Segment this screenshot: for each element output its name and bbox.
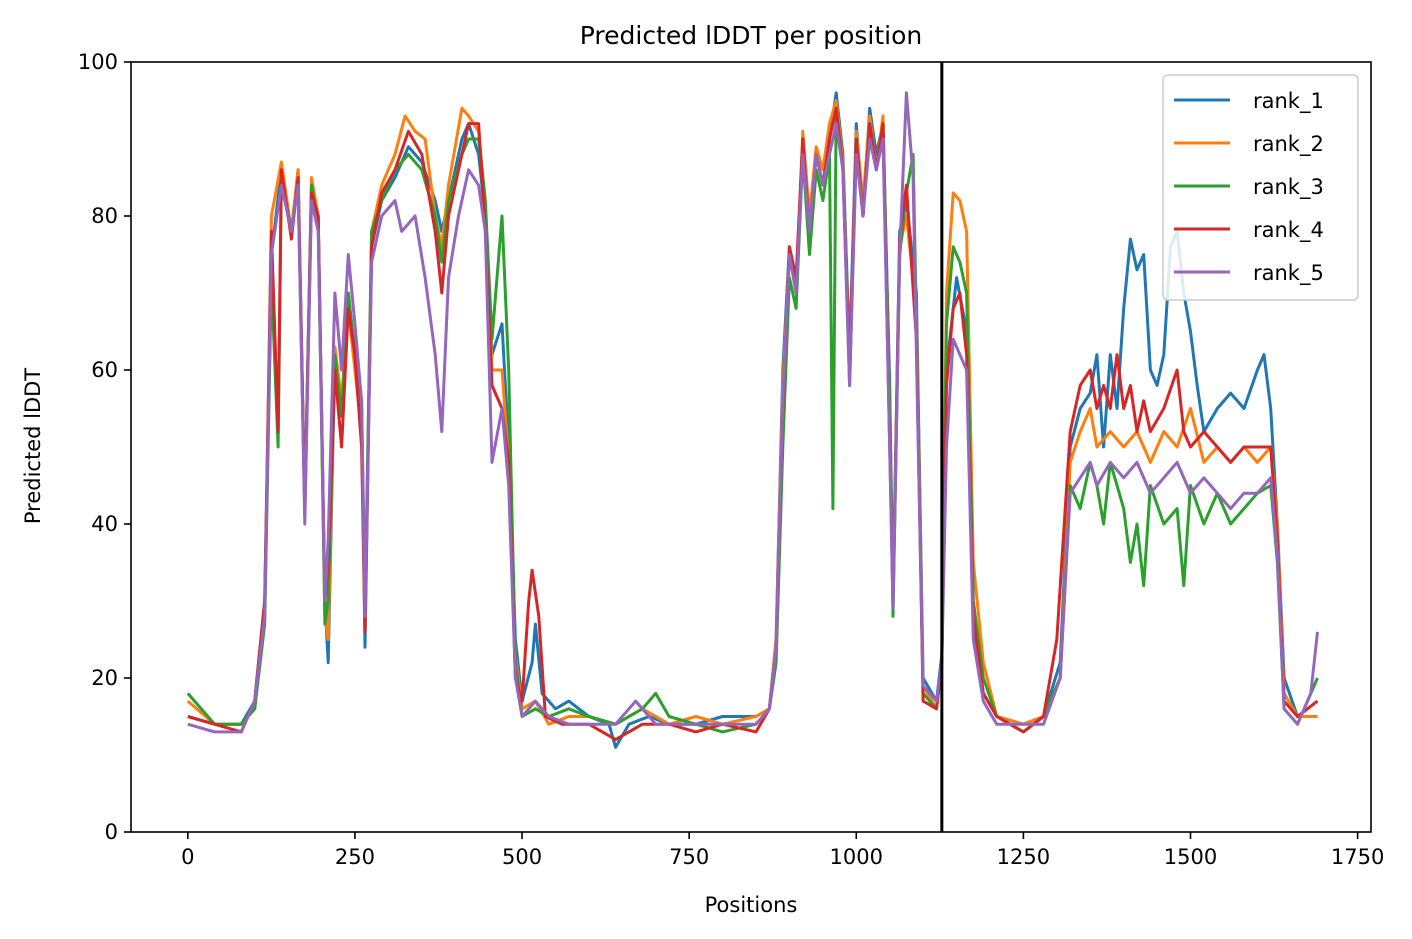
legend-label-rank-2: rank_2 xyxy=(1253,132,1324,157)
x-tick-label: 0 xyxy=(181,845,194,869)
series-line-rank-4 xyxy=(187,106,1319,742)
series-line-rank-2 xyxy=(186,99,1318,726)
legend-label-rank-3: rank_3 xyxy=(1253,175,1324,200)
legend-label-rank-1: rank_1 xyxy=(1253,89,1324,114)
x-tick-label: 1250 xyxy=(997,845,1050,869)
y-tick-label: 0 xyxy=(105,820,118,844)
y-tick-label: 40 xyxy=(91,512,118,536)
y-tick-label: 80 xyxy=(91,204,118,228)
x-tick-label: 1000 xyxy=(830,845,883,869)
x-tick-label: 1500 xyxy=(1164,845,1217,869)
legend-label-rank-5: rank_5 xyxy=(1253,261,1324,286)
chart-title: Predicted lDDT per position xyxy=(580,21,922,50)
legend: rank_1 rank_2 rank_3 rank_4 rank_5 xyxy=(1162,74,1359,301)
y-axis-title: Predicted lDDT xyxy=(21,368,45,524)
series-line-rank-5 xyxy=(187,91,1319,734)
x-tick-label: 500 xyxy=(502,845,542,869)
plot-area xyxy=(186,62,1319,832)
legend-label-rank-4: rank_4 xyxy=(1253,218,1324,243)
y-tick-label: 20 xyxy=(91,666,118,690)
legend-box xyxy=(1162,74,1359,301)
plot-frame xyxy=(130,61,1372,833)
y-tick-label: 60 xyxy=(91,358,118,382)
x-tick-label: 750 xyxy=(669,845,709,869)
x-tick-label: 250 xyxy=(335,845,375,869)
axes: 0 250 500 750 1000 1250 1500 1750 0 20 40 60 80 100 xyxy=(78,50,1384,869)
y-tick-label: 100 xyxy=(78,50,118,74)
x-axis-title: Positions xyxy=(705,893,798,917)
x-tick-label: 1750 xyxy=(1331,845,1384,869)
